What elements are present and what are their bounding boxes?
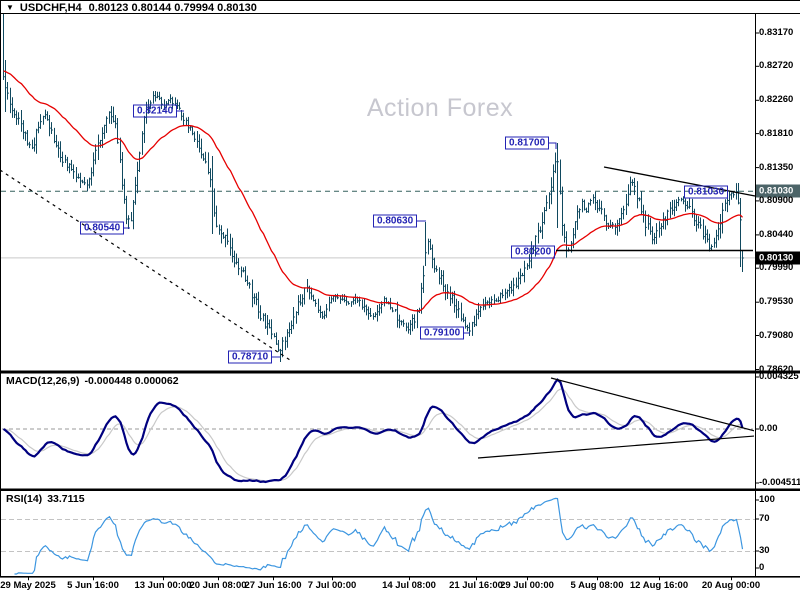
price-annotation: 0.82140 [133, 104, 178, 118]
date-label: 5 Jun 16:00 [67, 580, 119, 591]
date-label: 14 Jul 08:00 [382, 580, 436, 591]
macd-label: MACD(12,26,9) [6, 375, 80, 387]
price-tick-label: 0.80900 [759, 194, 794, 206]
moving-average-line [3, 70, 743, 312]
date-label: 12 Aug 16:00 [629, 580, 689, 591]
bottom-border [0, 576, 800, 578]
rsi-separator [0, 488, 800, 491]
date-label: 29 May 2025 [0, 580, 56, 591]
date-label: 20 Jun 08:00 [189, 580, 247, 591]
price-annotation: 0.79100 [420, 326, 465, 340]
date-label: 29 Jul 00:00 [500, 580, 554, 591]
price-tick-label: 0.78620 [759, 363, 794, 375]
price-tick-label: 0.79080 [759, 329, 794, 341]
price-annotation: 0.81700 [505, 136, 550, 150]
rsi-header: RSI(14) 33.7115 [6, 493, 90, 505]
macd-separator [0, 370, 800, 374]
rsi-axis-label: 100 [759, 494, 775, 505]
price-tick-label: 0.81810 [759, 127, 794, 139]
macd-trendline [550, 377, 754, 432]
macd-trendline [477, 435, 754, 459]
date-label: 20 Aug 00:00 [701, 580, 761, 591]
macd-values: -0.000448 0.000062 [84, 375, 179, 387]
price-annotation: 0.80540 [80, 221, 125, 235]
price-annotation: 0.78710 [228, 350, 273, 364]
trendline [603, 166, 756, 197]
price-tick-label: 0.81350 [759, 161, 794, 173]
date-label: 13 Jun 00:00 [134, 580, 192, 591]
macd-signal-line [3, 388, 743, 482]
title-ohlc-values: 0.80123 0.80144 0.79994 0.80130 [88, 2, 257, 14]
price-bars [3, 14, 743, 362]
price-annotation: 0.80200 [511, 245, 556, 259]
annotation-leader [549, 142, 557, 149]
price-tick-label: 0.82260 [759, 94, 794, 106]
symbol-dropdown-icon[interactable]: ▼ [6, 3, 14, 12]
date-label: 5 Aug 08:00 [570, 580, 624, 591]
title-symbol: USDCHF,H4 [19, 2, 82, 14]
rsi-axis-label: 70 [759, 513, 770, 524]
watermark: Action Forex [366, 94, 514, 122]
rsi-value: 33.7115 [47, 493, 85, 505]
close-ticks [3, 76, 744, 352]
price-annotation: 0.80630 [373, 214, 418, 228]
macd-line [2, 378, 744, 484]
rsi-line [14, 497, 744, 575]
macd-axis-label: 0.00 [759, 423, 778, 434]
rsi-axis-label: 0 [759, 562, 765, 573]
price-level-label: 0.81030 [756, 184, 800, 198]
macd-axis-label: -0.004511 [759, 477, 800, 488]
price-tick-label: 0.79530 [759, 296, 794, 308]
macd-axis-label: 0.004325 [759, 371, 799, 382]
trendline [0, 169, 291, 361]
date-label: 21 Jul 16:00 [449, 580, 503, 591]
price-tick-label: 0.80440 [759, 228, 794, 240]
price-annotation: 0.81030 [684, 185, 729, 199]
date-label: 27 Jun 16:00 [244, 580, 302, 591]
macd-header: MACD(12,26,9) -0.000448 0.000062 [6, 375, 184, 387]
price-tick-label: 0.79990 [759, 262, 794, 274]
rsi-label: RSI(14) [6, 493, 43, 505]
date-label: 7 Jul 00:00 [307, 580, 357, 591]
price-tick-label: 0.83170 [759, 27, 794, 38]
rsi-axis-label: 30 [759, 545, 770, 556]
current-price-label: 0.80130 [756, 251, 800, 265]
price-tick-label: 0.82720 [759, 60, 794, 72]
chart-title: ▼ USDCHF,H4 0.80123 0.80144 0.79994 0.8013… [6, 2, 257, 14]
